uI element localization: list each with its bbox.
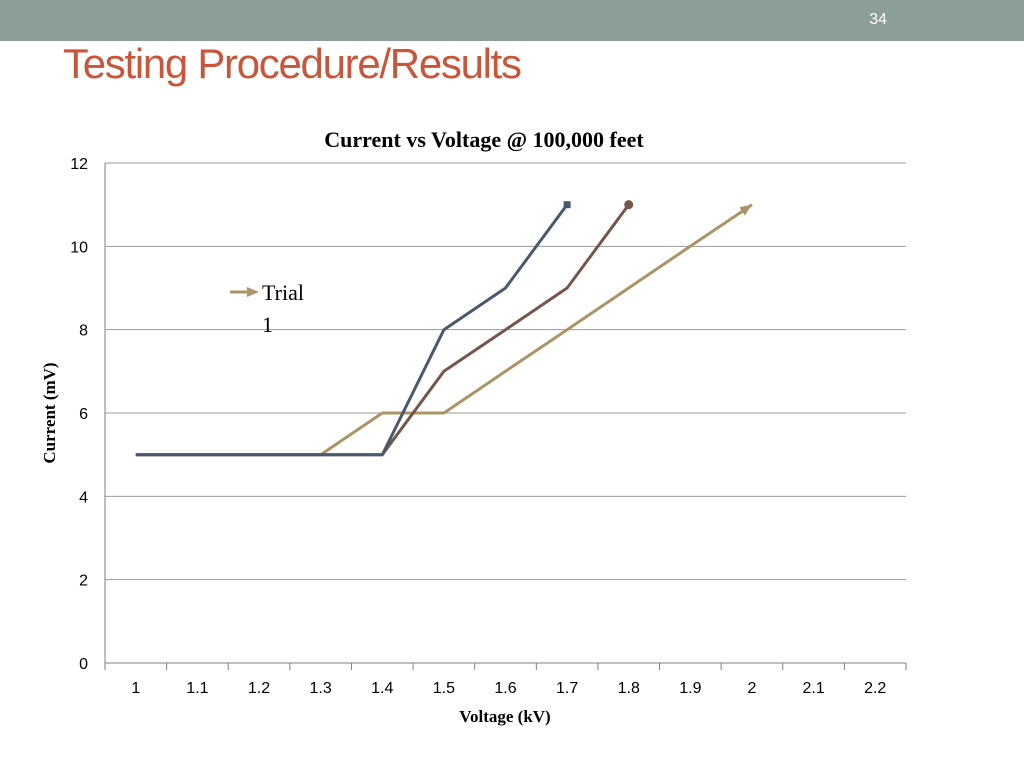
series-end-marker <box>624 200 634 210</box>
top-bar <box>0 0 1024 41</box>
y-tick-label: 10 <box>70 239 88 256</box>
x-tick-label: 2 <box>748 680 757 697</box>
y-tick-label: 4 <box>79 489 88 506</box>
legend-swatch-arrow <box>247 287 259 297</box>
x-tick-label: 2.2 <box>864 680 886 697</box>
x-tick-label: 2.1 <box>802 680 824 697</box>
y-tick-label: 0 <box>79 656 88 673</box>
x-tick-label: 1.5 <box>433 680 455 697</box>
y-tick-label: 2 <box>79 573 88 590</box>
y-tick-label: 8 <box>79 323 88 340</box>
x-tick-label: 1.7 <box>556 680 578 697</box>
x-tick-label: 1.2 <box>248 680 270 697</box>
y-tick-label: 6 <box>79 406 88 423</box>
x-tick-label: 1 <box>131 680 140 697</box>
axes: 0 2 4 6 8 10 12 1 1.1 1.2 1.3 1.4 1.5 1.6 1.7 1.8 1.9 2 2.… <box>70 156 907 697</box>
legend-label-cont: 1 <box>262 312 273 337</box>
x-tick-label: 1.6 <box>494 680 516 697</box>
series-end-marker <box>739 204 752 216</box>
slide-number: 34 <box>869 11 887 28</box>
series-end-marker <box>563 201 571 209</box>
x-axis-label: Voltage (kV) <box>459 707 550 726</box>
y-tick-label: 12 <box>70 156 88 173</box>
x-tick-label: 1.8 <box>618 680 640 697</box>
chart-title: Current vs Voltage @ 100,000 feet <box>324 127 644 152</box>
y-axis-label: Current (mV) <box>40 362 59 463</box>
legend-label: Trial <box>262 280 304 305</box>
x-tick-label: 1.1 <box>186 680 208 697</box>
x-tick-label: 1.3 <box>310 680 332 697</box>
x-tick-label: 1.9 <box>679 680 701 697</box>
series-line-3 <box>135 203 569 457</box>
x-tick-label: 1.4 <box>371 680 393 697</box>
legend: Trial 1 <box>230 280 304 337</box>
slide-title: Testing Procedure/Results <box>63 40 522 87</box>
series-group <box>135 200 753 457</box>
